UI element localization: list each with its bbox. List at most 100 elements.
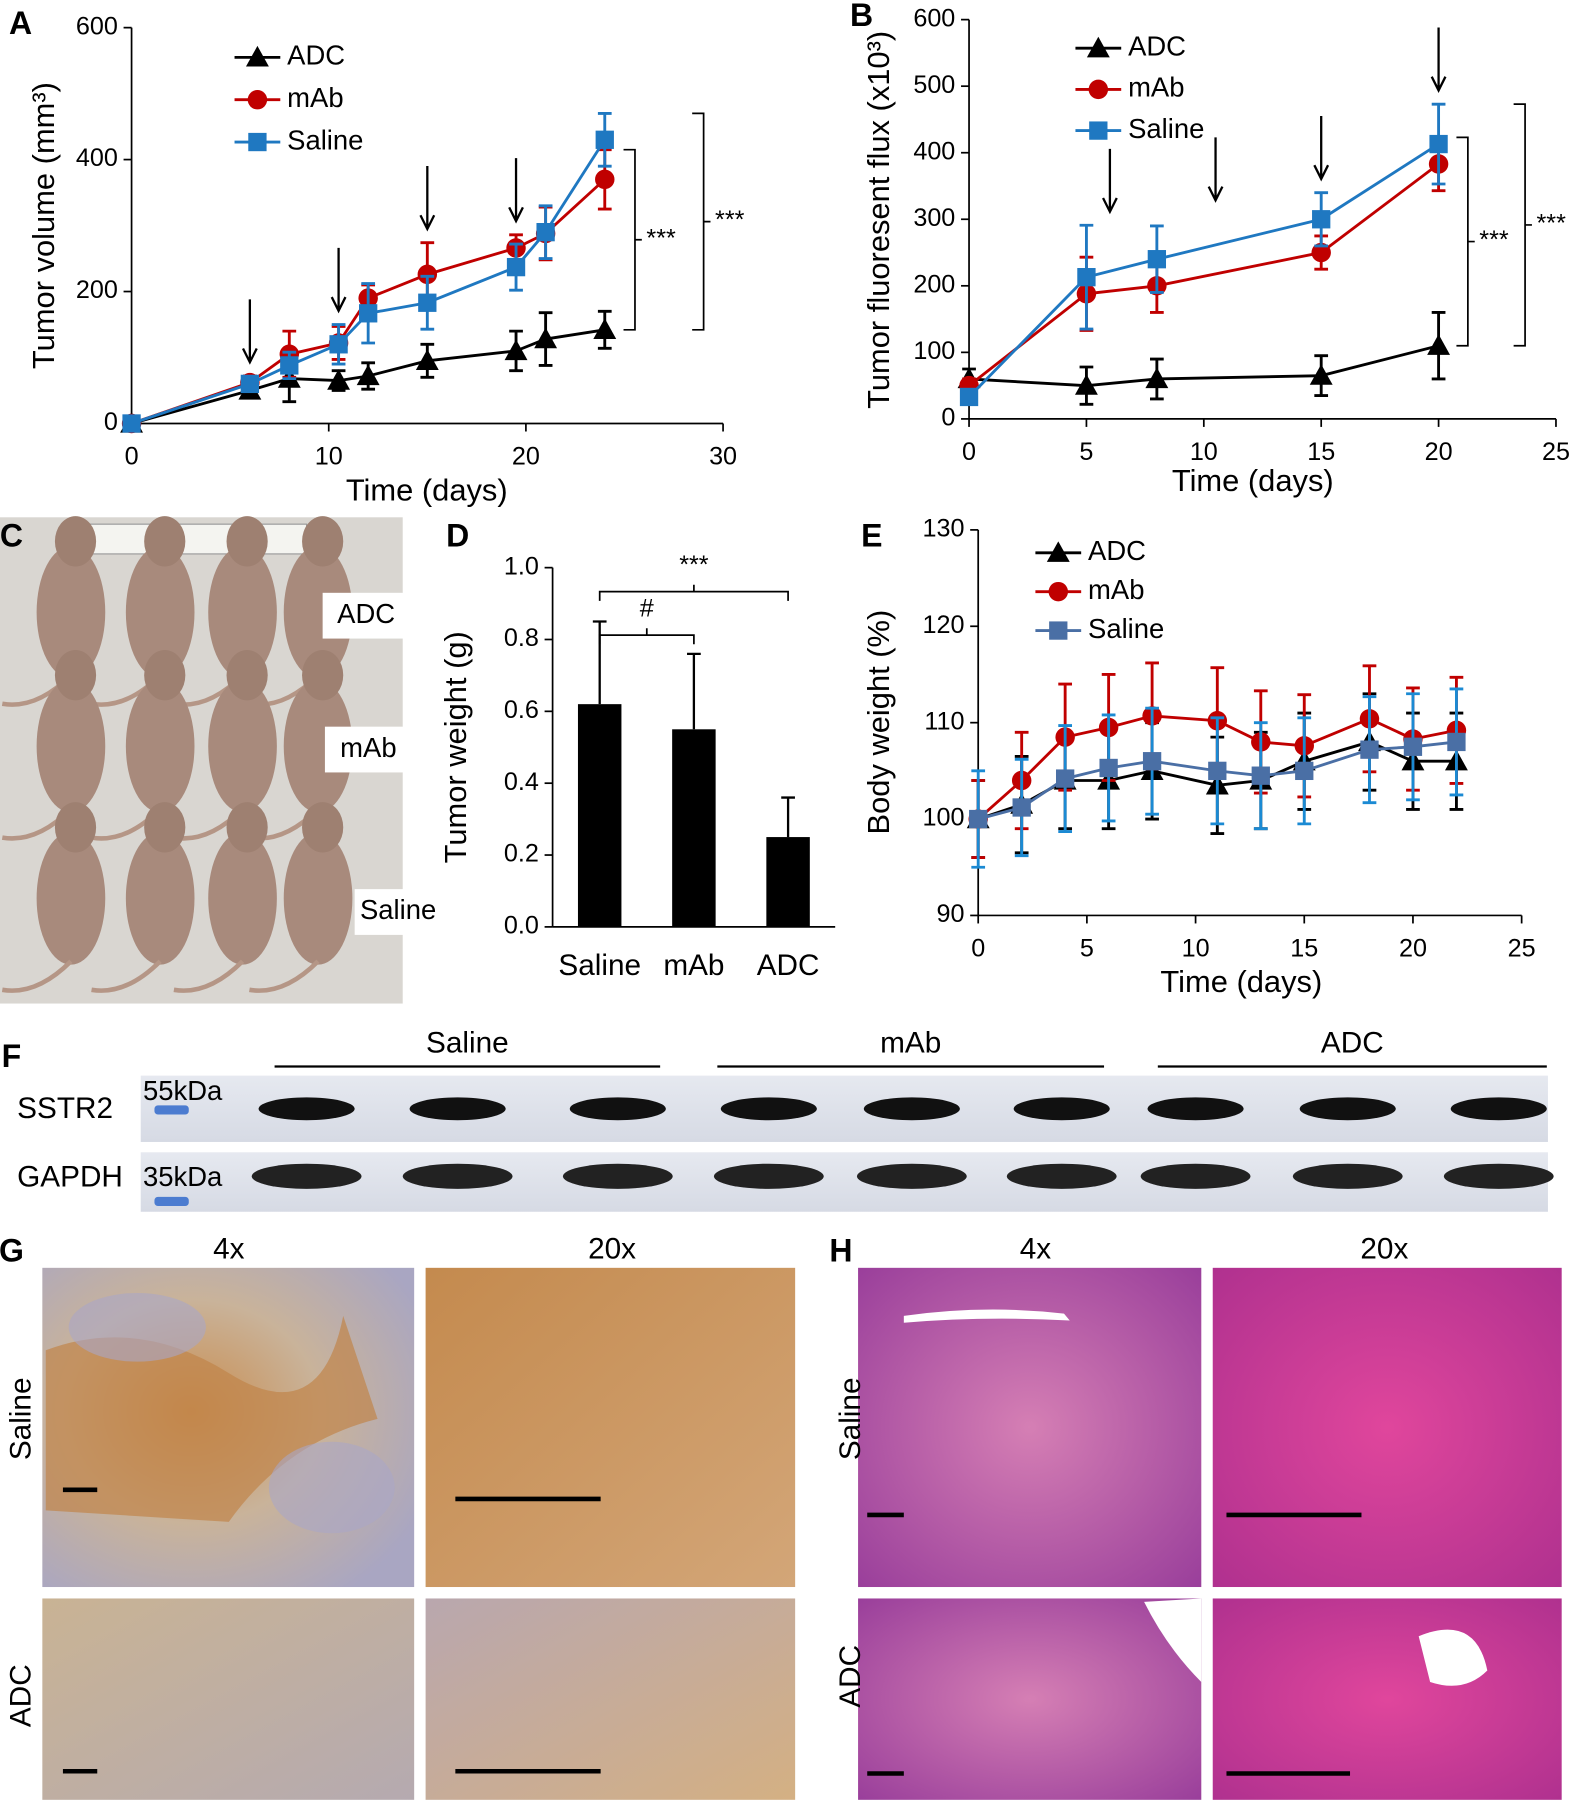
tissue-gap bbox=[903, 1309, 1070, 1323]
x-tick-label: 10 bbox=[315, 442, 343, 470]
x-axis-label: Time (days) bbox=[346, 472, 508, 507]
marker bbox=[327, 369, 351, 390]
band bbox=[562, 1163, 673, 1189]
legend-label: ADC bbox=[287, 40, 345, 71]
mouse-head bbox=[144, 516, 186, 567]
legend-marker bbox=[245, 45, 269, 67]
x-tick-label: 30 bbox=[709, 442, 737, 470]
dose-arrow bbox=[241, 299, 258, 365]
micrograph bbox=[1212, 1267, 1562, 1588]
legend-marker bbox=[1048, 581, 1069, 602]
marker bbox=[595, 130, 614, 149]
photo-label-box bbox=[324, 726, 412, 773]
legend-label: mAb bbox=[287, 82, 343, 113]
significance-bracket bbox=[1456, 136, 1475, 347]
band bbox=[856, 1163, 967, 1189]
dose-arrow bbox=[330, 247, 347, 314]
band bbox=[251, 1163, 362, 1189]
band bbox=[258, 1097, 355, 1121]
legend-marker bbox=[1046, 541, 1070, 562]
photo-label-box bbox=[354, 889, 442, 935]
micrograph bbox=[42, 1598, 415, 1800]
panel-label: A bbox=[9, 5, 32, 41]
cell-cluster bbox=[68, 1292, 206, 1362]
y-tick-label: 0.2 bbox=[504, 840, 539, 868]
series-line bbox=[968, 344, 1439, 388]
y-tick-label: 300 bbox=[913, 204, 955, 232]
magnification: 4x bbox=[213, 1233, 245, 1266]
significance-bracket bbox=[598, 584, 789, 601]
y-tick-label: 120 bbox=[922, 611, 964, 639]
y-tick-label: 200 bbox=[76, 276, 118, 304]
photo-label: ADC bbox=[337, 598, 395, 629]
mouse-head bbox=[302, 802, 344, 853]
panel-label: D bbox=[446, 517, 469, 553]
mouse bbox=[36, 545, 106, 679]
tissue-gap bbox=[1144, 1598, 1202, 1682]
bar bbox=[672, 729, 716, 927]
significance-bracket bbox=[623, 148, 642, 331]
x-tick-label: 0 bbox=[971, 934, 985, 962]
y-tick-label: 100 bbox=[913, 337, 955, 365]
y-axis-label: Tumor fluoresent flux (x10³) bbox=[861, 31, 896, 409]
y-tick-label: 0.8 bbox=[504, 624, 539, 652]
legend-label: mAb bbox=[1128, 72, 1184, 103]
mouse-tail bbox=[1, 959, 73, 993]
marker bbox=[1312, 210, 1331, 229]
mouse-tail bbox=[173, 959, 245, 993]
marker bbox=[1142, 752, 1162, 771]
y-tick-label: 500 bbox=[913, 71, 955, 99]
size-marker: 55kDa bbox=[143, 1075, 223, 1106]
group-label: Saline bbox=[426, 1027, 509, 1060]
x-tick-label: 5 bbox=[1080, 934, 1094, 962]
panel-label: E bbox=[861, 517, 882, 553]
band bbox=[863, 1097, 960, 1121]
dose-arrow bbox=[1207, 137, 1224, 203]
legend-label: Saline bbox=[287, 124, 363, 155]
legend-label: Saline bbox=[1088, 613, 1164, 644]
stain-region bbox=[45, 1315, 378, 1522]
significance-label: *** bbox=[679, 551, 709, 579]
mouse-head bbox=[54, 802, 97, 853]
row-label: GAPDH bbox=[17, 1160, 123, 1193]
x-tick-label: mAb bbox=[663, 949, 724, 982]
error-bar bbox=[781, 796, 795, 838]
marker bbox=[593, 318, 617, 339]
marker bbox=[1427, 334, 1451, 355]
x-tick-label: 20 bbox=[1399, 934, 1427, 962]
legend-marker bbox=[247, 89, 268, 110]
y-tick-label: 0 bbox=[104, 408, 118, 436]
band bbox=[1013, 1097, 1110, 1121]
dose-arrow bbox=[1430, 27, 1447, 93]
panel-label: B bbox=[850, 0, 873, 33]
series-line bbox=[968, 142, 1440, 398]
marker bbox=[1145, 367, 1169, 389]
mouse bbox=[283, 831, 353, 965]
significance-label: *** bbox=[715, 206, 745, 234]
marker bbox=[359, 304, 378, 323]
marker bbox=[534, 327, 558, 349]
x-tick-label: 0 bbox=[962, 438, 976, 466]
marker bbox=[280, 356, 299, 375]
series-line bbox=[968, 162, 1440, 387]
band bbox=[720, 1097, 817, 1121]
marker bbox=[1099, 758, 1118, 778]
mouse-head bbox=[226, 802, 268, 853]
mouse bbox=[208, 831, 277, 965]
marker bbox=[1012, 798, 1031, 817]
panel-label: F bbox=[2, 1038, 22, 1074]
y-axis-label: Tumor weight (g) bbox=[438, 631, 473, 863]
band bbox=[1443, 1163, 1554, 1189]
cell-cluster bbox=[268, 1441, 395, 1534]
row-label: Saline bbox=[834, 1378, 867, 1461]
tissue-gap bbox=[1418, 1629, 1488, 1686]
dose-arrow bbox=[1102, 148, 1118, 215]
error-bar bbox=[687, 652, 701, 730]
legend-marker bbox=[1089, 121, 1108, 140]
legend-label: ADC bbox=[1088, 535, 1146, 566]
micrograph bbox=[1212, 1598, 1562, 1800]
y-tick-label: 100 bbox=[922, 804, 964, 832]
significance-label: *** bbox=[1537, 210, 1567, 238]
ruler bbox=[65, 523, 308, 555]
panel-label: H bbox=[829, 1232, 852, 1268]
